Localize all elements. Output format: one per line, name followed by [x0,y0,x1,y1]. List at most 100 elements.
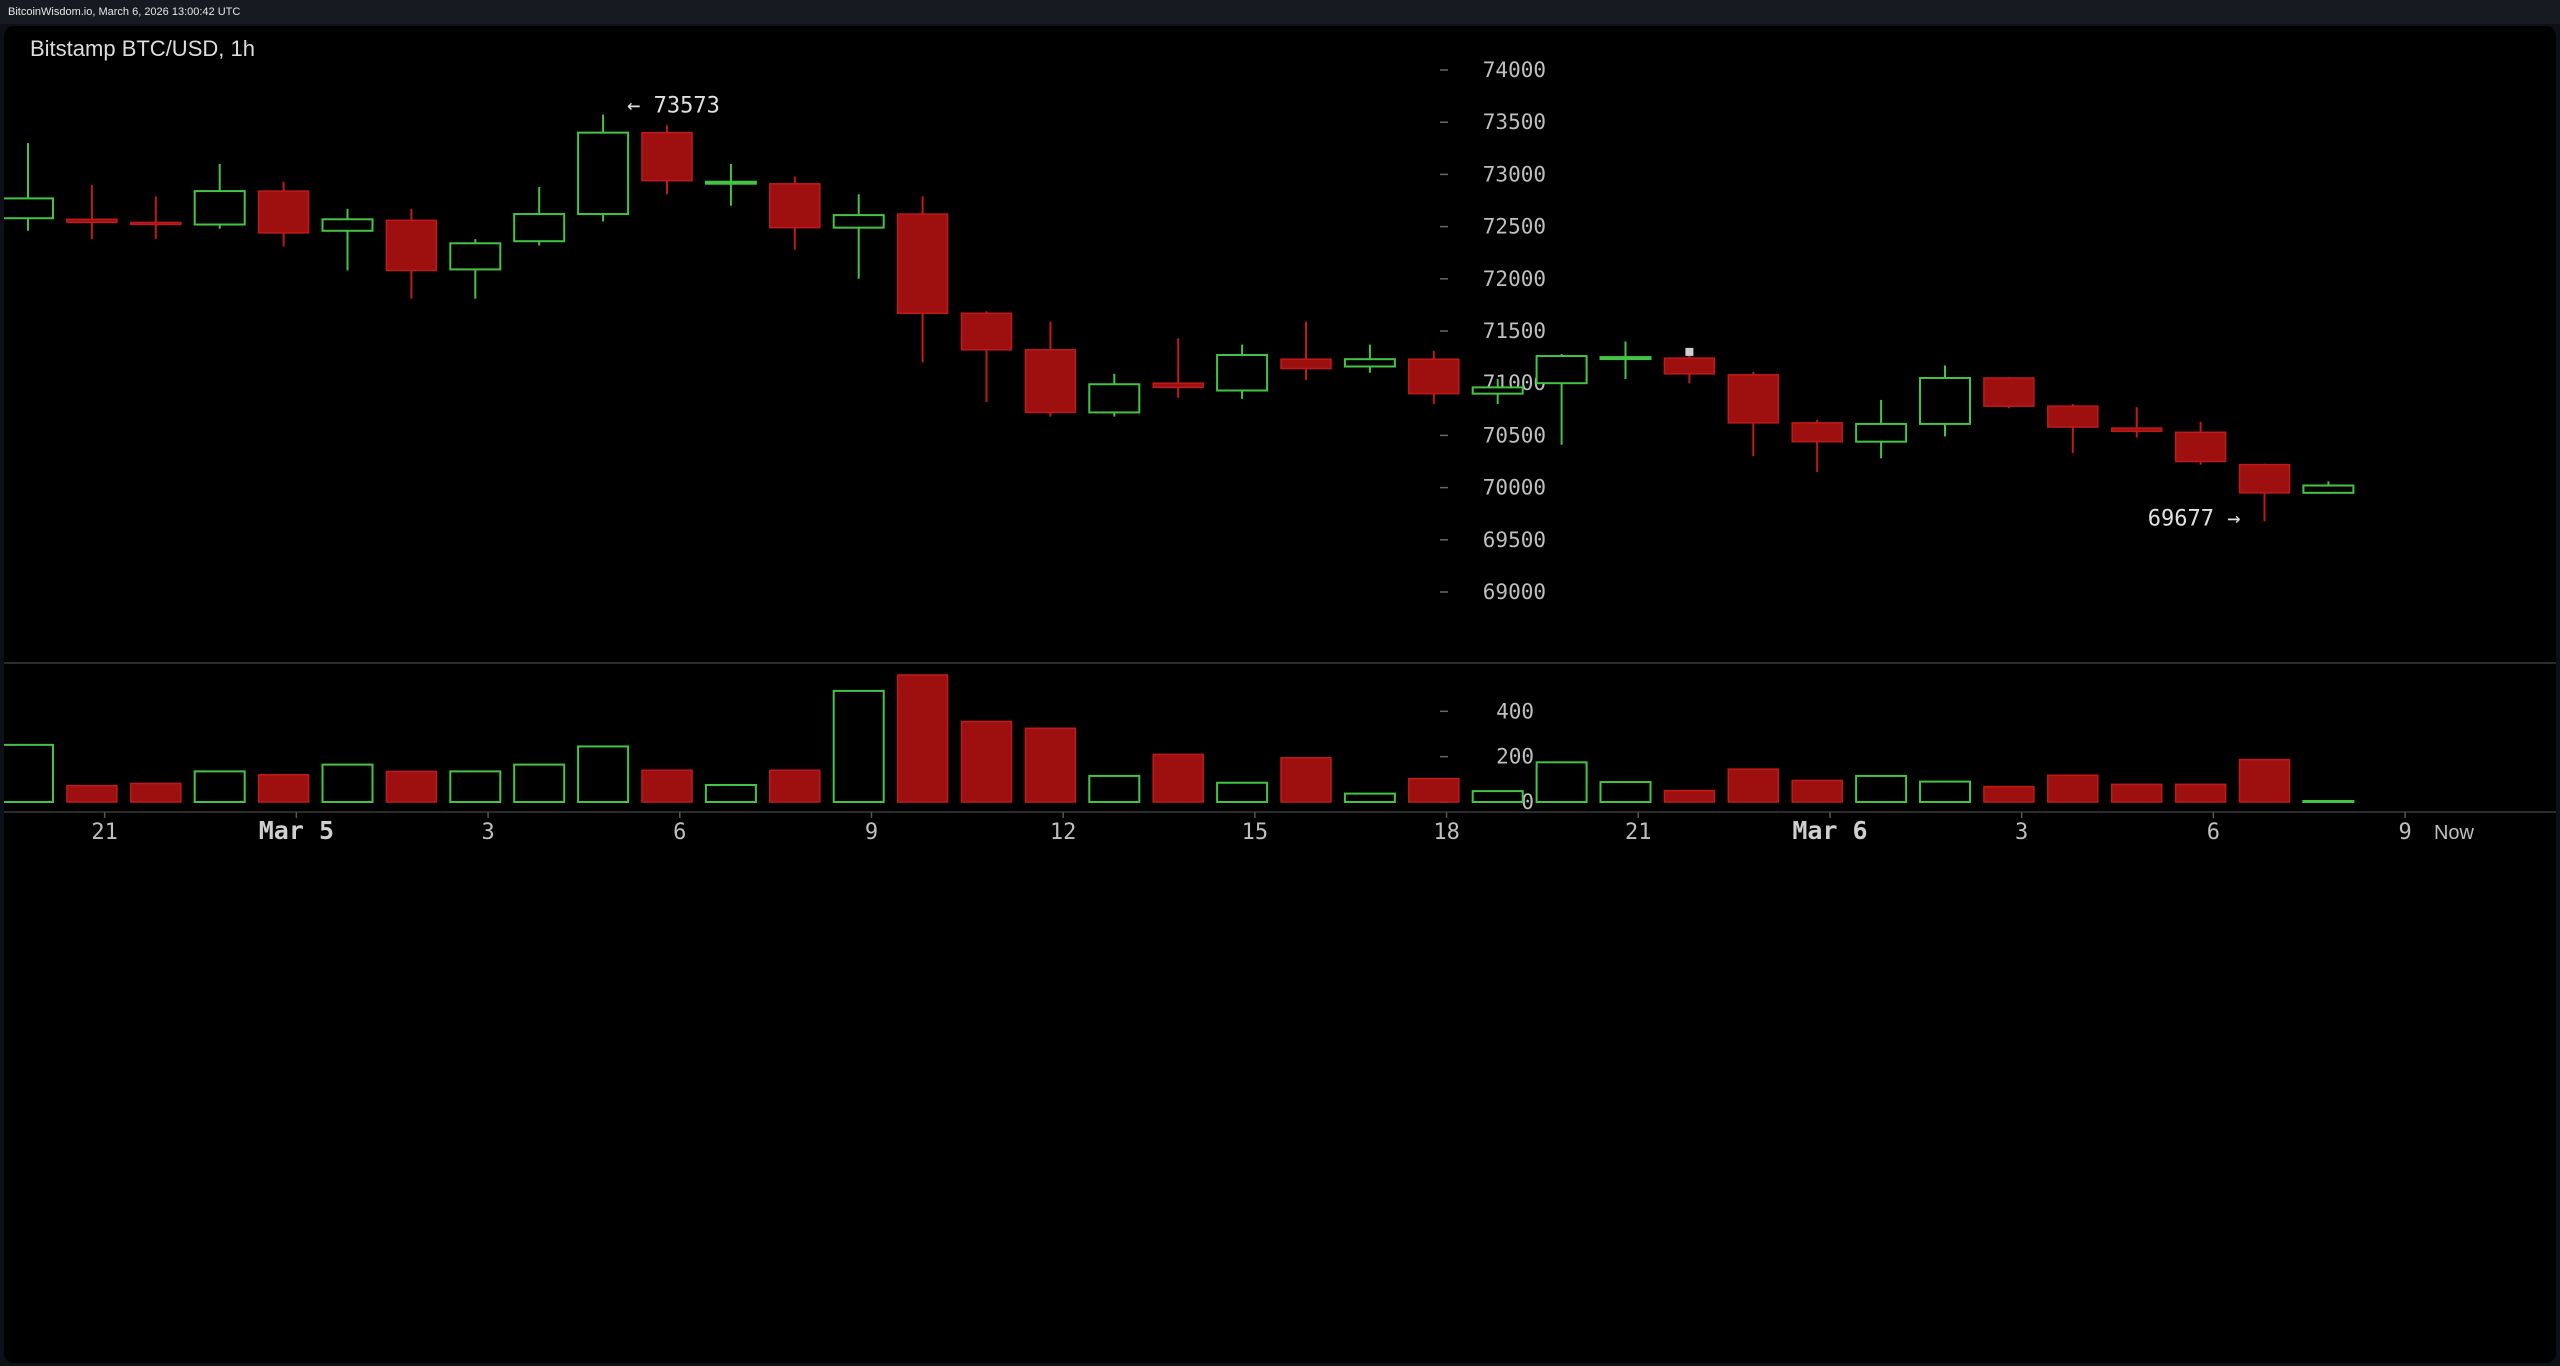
candle-body-down [1983,377,2035,407]
volume-bar-up [832,689,885,803]
volume-bar-down [2174,783,2227,803]
volume-bar-up [577,745,630,803]
volume-bar-up [2302,800,2355,803]
candle-body-up [1088,383,1141,414]
volume-bar-down [66,784,118,803]
x-tick-label: 9 [865,820,878,845]
x-tick-label: 15 [1242,820,1269,845]
volume-bar-down [960,720,1013,803]
candle-body-down [1663,357,1716,375]
volume-bar-down [1152,753,1204,803]
volume-bar-up [1343,792,1396,804]
volume-bar-up [321,763,374,804]
candle-body-up [1535,355,1588,385]
volume-bar-up [704,783,757,804]
volume-bar-up [193,770,246,803]
volume-tick-label: 400 [1496,699,1534,723]
volume-bar-up [1216,781,1269,803]
volume-bar-down [130,782,182,803]
candle-body-down [1152,382,1204,389]
candle-body-up [449,242,502,271]
y-tick-label: 69000 [1483,580,1546,604]
volume-bar-down [1024,727,1077,803]
candle-body-down [896,213,949,315]
candle-body-up [2302,484,2355,494]
candle-body-up [1599,356,1652,361]
y-tick-label: 70500 [1483,423,1546,447]
volume-bar-down [385,770,438,803]
candle-body-down [960,312,1013,351]
volume-bar-up [4,743,54,803]
y-tick-label: 71500 [1483,319,1546,343]
volume-bar-down [641,769,693,803]
price-marker [1685,347,1694,356]
x-tick-label: 3 [2015,820,2028,845]
candle-body-up [513,213,566,243]
volume-tick-label: 200 [1496,745,1534,769]
volume-bar-up [1535,761,1588,803]
candle-body-up [832,214,885,229]
now-label: Now [2434,822,2475,844]
candle-body-down [257,190,310,234]
volume-bar-up [513,763,566,804]
candle-body-up [1919,376,1971,425]
candle-body-up [1855,422,1908,443]
x-tick-label: Mar 6 [1792,816,1867,845]
candle-body-up [1216,354,1269,392]
volume-bar-down [1727,768,1780,803]
y-tick-label: 74000 [1483,58,1546,82]
volume-bar-down [1663,789,1716,803]
volume-bar-up [1919,780,1971,804]
candle-body-up [1471,386,1524,395]
volume-bar-down [2047,774,2099,803]
volume-bar-down [769,769,821,803]
candle-body-up [1343,358,1396,368]
candle-body-down [1280,358,1332,370]
volume-tick-label: 0 [1521,790,1534,814]
volume-bar-up [1599,781,1652,803]
volume-bar-down [1408,777,1460,803]
volume-bar-up [1855,774,1908,803]
candle-body-down [2110,427,2163,432]
volume-bar-down [896,674,949,803]
candle-body-up [704,180,757,185]
top-status-bar: BitcoinWisdom.io, March 6, 2026 13:00:42… [0,0,2560,24]
volume-bar-up [1471,790,1524,803]
x-tick-label: 9 [2398,820,2411,845]
volume-bar-down [257,774,310,803]
chart-title: Bitstamp BTC/USD, 1h [30,36,255,61]
candle-body-up [577,131,630,216]
source-timestamp: BitcoinWisdom.io, March 6, 2026 13:00:42… [8,6,241,18]
x-tick-label: Mar 5 [259,816,334,845]
high-annotation: ← 73573 [627,94,720,119]
y-tick-label: 73000 [1483,162,1546,186]
x-tick-label: 6 [2207,820,2220,845]
x-tick-label: 21 [91,820,118,845]
candle-body-up [193,190,246,226]
volume-bar-down [1983,785,2035,803]
y-tick-label: 72500 [1483,215,1546,239]
x-tick-label: 12 [1050,820,1077,845]
volume-bar-down [1791,779,1843,803]
chart-panel: Bitstamp BTC/USD, 1h 69000 69500 70000 7050… [4,26,2556,1363]
candle-body-down [2174,431,2227,463]
low-annotation: 69677 → [2148,506,2241,531]
volume-bar-down [1280,757,1332,803]
candle-body-down [66,218,118,224]
y-tick-label: 70000 [1483,476,1546,500]
x-tick-label: 18 [1433,820,1460,845]
y-tick-label: 73500 [1483,110,1546,134]
candlestick-chart[interactable]: 6900069500700007050071000715007200072500… [4,26,2556,1363]
candle-body-up [321,218,374,232]
candle-body-down [385,219,438,272]
candle-body-down [769,183,821,229]
candle-body-up [4,197,54,220]
y-tick-label: 69500 [1483,528,1546,552]
volume-bar-down [2238,758,2291,803]
y-tick-label: 72000 [1483,267,1546,291]
candle-body-down [1727,374,1780,424]
x-tick-label: 21 [1625,820,1652,845]
x-tick-label: 3 [481,820,494,845]
candle-body-down [2047,405,2099,428]
x-tick-label: 6 [673,820,686,845]
